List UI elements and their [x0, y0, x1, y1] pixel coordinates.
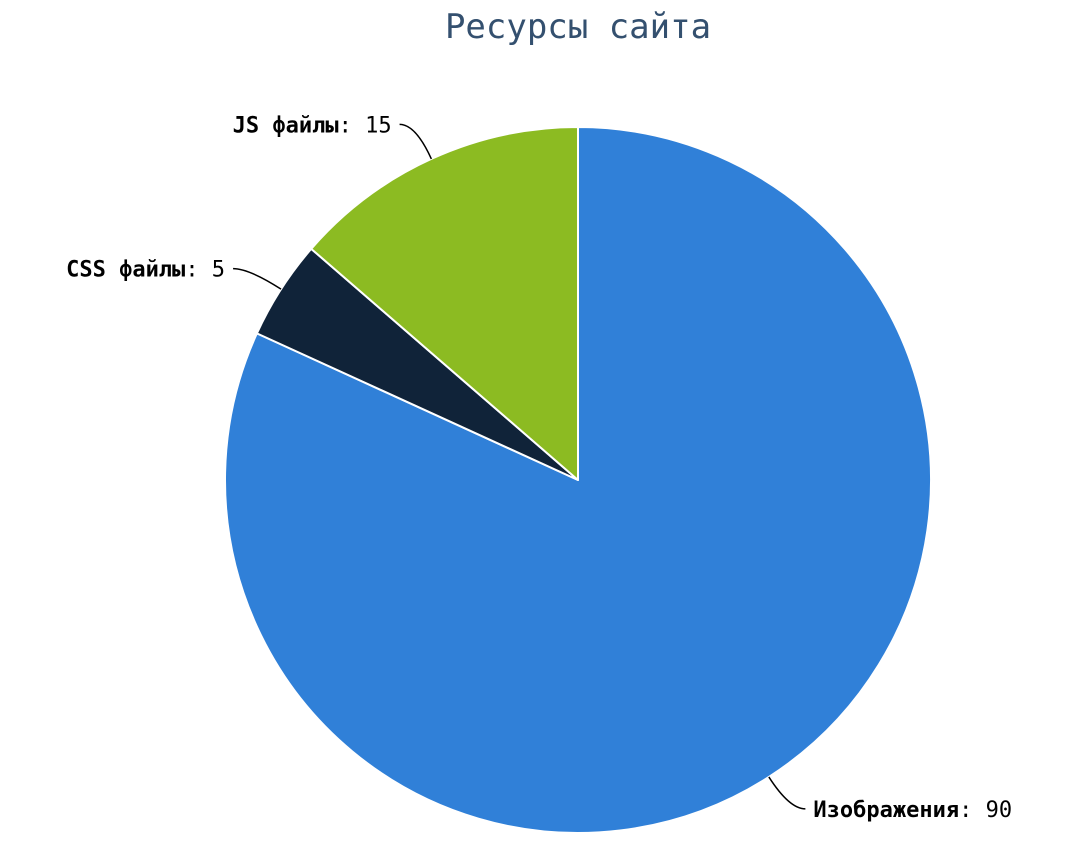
slice-data-label: Изображения: 90 [813, 798, 1012, 823]
slice-label-name: CSS файлы [66, 258, 185, 283]
pie-slices [224, 126, 932, 834]
slice-label-name: JS файлы [233, 113, 339, 138]
leader-line [233, 267, 282, 290]
chart-title: Ресурсы сайта [445, 7, 711, 47]
slice-data-label: JS файлы: 15 [233, 113, 392, 138]
slice-label-value: : 5 [185, 258, 225, 283]
pie-labels: Изображения: 90 CSS файлы: 5 JS файлы: 15 [66, 113, 1012, 823]
slice-label-value: : 15 [339, 113, 392, 138]
slice-data-label: CSS файлы: 5 [66, 258, 225, 283]
slice-label-value: : 90 [959, 798, 1012, 823]
slice-label-name: Изображения [813, 798, 959, 823]
leader-line [399, 123, 433, 160]
leader-line [768, 776, 806, 810]
